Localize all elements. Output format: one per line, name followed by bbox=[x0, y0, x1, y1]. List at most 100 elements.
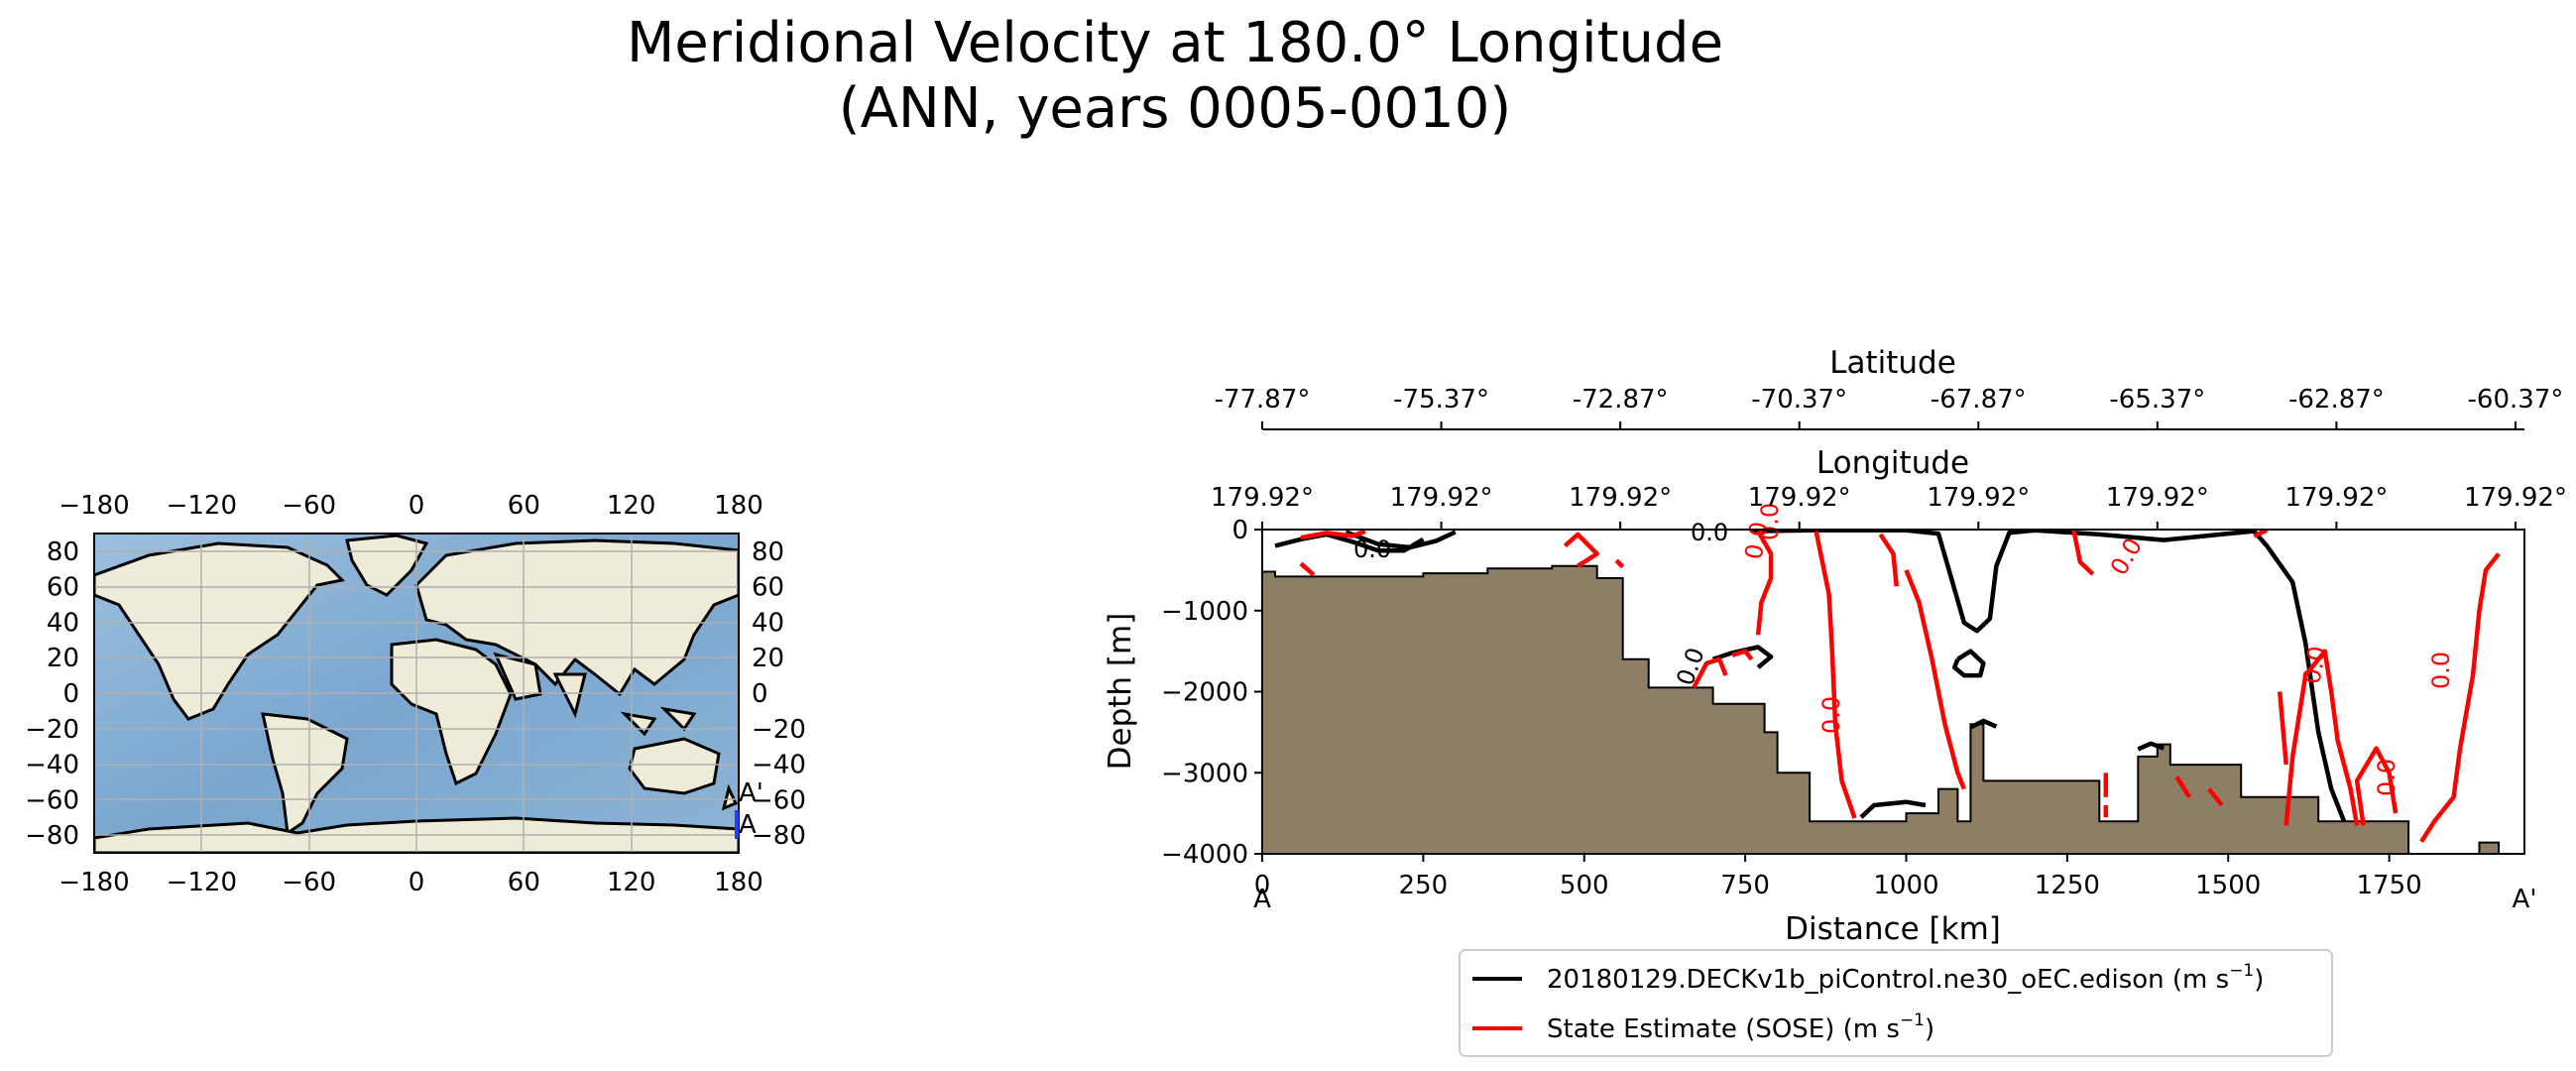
map-frame bbox=[93, 533, 740, 854]
contour-label: 0.0 bbox=[1671, 644, 1709, 688]
contour-label: 0.0 bbox=[1739, 520, 1773, 561]
distance-tick-label: 0 bbox=[1254, 871, 1271, 900]
contour-line-obs bbox=[2071, 530, 2095, 576]
contour-line-obs bbox=[1904, 569, 1966, 790]
endpoint-label-end: A' bbox=[2513, 885, 2537, 914]
map-tick-right: 0 bbox=[752, 679, 768, 709]
contour-line-model bbox=[1345, 530, 1457, 550]
depth-tick-label: −2000 bbox=[1161, 678, 1248, 708]
section-plot: 0.0 0.0 0.0 0.0 0.0 0.0 0.0 0.0 0.0 0.0 … bbox=[1103, 345, 2567, 947]
longitude-tick-label: 179.92° bbox=[1748, 483, 1851, 513]
contour-label: 0.0 bbox=[2373, 759, 2400, 796]
contour-line-obs bbox=[1614, 558, 1625, 569]
contour-line-model bbox=[1711, 645, 1774, 669]
distance-tick-labels: 0 250 500 750 1000 1250 1500 1750 bbox=[1254, 854, 2422, 900]
contour-label: 0.0 bbox=[1353, 536, 1391, 563]
map-tick-right: −80 bbox=[752, 821, 806, 851]
contour-label: 0.0 bbox=[2427, 652, 2455, 689]
contour-line-obs bbox=[1755, 530, 1774, 636]
map-tick-top: 180 bbox=[714, 491, 763, 521]
contour-line-obs bbox=[1692, 656, 1728, 689]
map-tick-left: 80 bbox=[47, 537, 79, 567]
latitude-tick-label: -77.87° bbox=[1215, 385, 1311, 415]
contour-line-obs bbox=[1814, 531, 1857, 819]
map-gridlines bbox=[94, 534, 739, 853]
contour-line-obs bbox=[1563, 532, 1599, 568]
seafloor-bathymetry bbox=[1262, 564, 2524, 854]
contour-line-model bbox=[1859, 799, 1927, 819]
legend: 20180129.DECKv1b_piControl.ne30_oEC.edis… bbox=[1459, 949, 2333, 1057]
map-tick-top: 0 bbox=[409, 491, 425, 521]
distance-tick-label: 1000 bbox=[1873, 871, 1938, 900]
legend-entry-obs: State Estimate (SOSE) (m s−1) bbox=[1547, 1011, 1934, 1044]
depth-tick-label: −3000 bbox=[1161, 759, 1248, 788]
contour-line-model bbox=[1951, 649, 1986, 678]
latitude-tick-labels: -77.87° -75.37° -72.87° -70.37° -67.87° -65.3… bbox=[1215, 385, 2563, 429]
contour-label: 0.0 bbox=[1756, 503, 1784, 540]
map-tick-right: 80 bbox=[752, 537, 784, 567]
latitude-axis-label: Latitude bbox=[1829, 345, 1956, 381]
depth-tick-label: −1000 bbox=[1161, 597, 1248, 627]
map-tick-right: −60 bbox=[752, 785, 806, 815]
map-tick-top: −180 bbox=[59, 491, 129, 521]
global-map-inset: A' A −180 −180 −120 −120 −60 −60 0 0 60 60 120 120 1… bbox=[25, 491, 806, 897]
contour-label: 0.0 bbox=[1817, 696, 1845, 734]
contour-line-obs bbox=[2419, 552, 2501, 843]
depth-tick-label: 0 bbox=[1231, 516, 1248, 545]
map-tick-labels: −180 −180 −120 −120 −60 −60 0 0 60 60 120 120 180 180… bbox=[25, 491, 806, 897]
contour-line-obs bbox=[2283, 649, 2360, 826]
contour-line-obs bbox=[2174, 775, 2192, 799]
distance-tick-label: 750 bbox=[1720, 871, 1770, 900]
map-tick-right: 20 bbox=[752, 644, 784, 673]
map-tick-bottom: −180 bbox=[59, 868, 129, 897]
depth-tick-labels: 0 −1000 −2000 −3000 −4000 bbox=[1161, 516, 1262, 870]
contour-line-obs bbox=[2207, 787, 2224, 807]
depth-tick-label: −4000 bbox=[1161, 840, 1248, 870]
legend-entry-model: 20180129.DECKv1b_piControl.ne30_oEC.edis… bbox=[1547, 961, 2264, 995]
contour-line-model bbox=[1969, 718, 1998, 730]
latitude-tick-label: -67.87° bbox=[1931, 385, 2027, 415]
latitude-tick-label: -62.87° bbox=[2288, 385, 2385, 415]
contour-label: 0.0 bbox=[1691, 519, 1728, 546]
contour-line-model bbox=[1274, 532, 1425, 553]
map-tick-left: 40 bbox=[47, 608, 79, 638]
map-tick-left: −80 bbox=[25, 821, 79, 851]
endpoint-label-start: A bbox=[1253, 885, 1271, 914]
map-tick-bottom: −120 bbox=[167, 868, 237, 897]
legend-box bbox=[1459, 949, 2333, 1057]
map-tick-right: 40 bbox=[752, 608, 784, 638]
map-tick-right: −40 bbox=[752, 751, 806, 780]
distance-tick-label: 1500 bbox=[2195, 871, 2261, 900]
longitude-tick-label: 179.92° bbox=[1390, 483, 1493, 513]
longitude-tick-label: 179.92° bbox=[1569, 483, 1672, 513]
latitude-tick-label: -70.37° bbox=[1751, 385, 1847, 415]
latitude-tick-label: -65.37° bbox=[2109, 385, 2205, 415]
map-tick-top: −60 bbox=[282, 491, 336, 521]
map-tick-bottom: 60 bbox=[508, 868, 540, 897]
map-tick-left: −20 bbox=[25, 715, 79, 745]
contour-line-obs bbox=[2253, 530, 2269, 538]
map-transect-label-end: A' bbox=[739, 778, 763, 808]
distance-tick-label: 1750 bbox=[2357, 871, 2422, 900]
distance-tick-label: 1250 bbox=[2035, 871, 2100, 900]
map-tick-bottom: −60 bbox=[282, 868, 336, 897]
longitude-tick-label: 179.92° bbox=[2106, 483, 2209, 513]
map-tick-left: −40 bbox=[25, 751, 79, 780]
map-tick-left: 60 bbox=[47, 573, 79, 603]
map-tick-bottom: 180 bbox=[714, 868, 763, 897]
map-tick-top: 60 bbox=[508, 491, 540, 521]
longitude-tick-label: 179.92° bbox=[2284, 483, 2388, 513]
obs-contours bbox=[1299, 530, 2501, 843]
contour-line-obs bbox=[1731, 649, 1754, 661]
figure-title-line2: (ANN, years 0005-0010) bbox=[839, 76, 1512, 141]
contour-line-obs bbox=[1299, 561, 1316, 577]
map-tick-left: 20 bbox=[47, 644, 79, 673]
y-axis-label: Depth [m] bbox=[1103, 613, 1138, 771]
contour-label: 0.0 bbox=[2297, 644, 2331, 685]
longitude-tick-labels: 179.92° 179.92° 179.92° 179.92° 179.92° 179.9… bbox=[1211, 483, 2567, 530]
map-transect-label-start: A bbox=[739, 810, 757, 840]
map-tick-top: −120 bbox=[167, 491, 237, 521]
longitude-tick-label: 179.92° bbox=[2464, 483, 2567, 513]
map-land bbox=[94, 534, 739, 853]
